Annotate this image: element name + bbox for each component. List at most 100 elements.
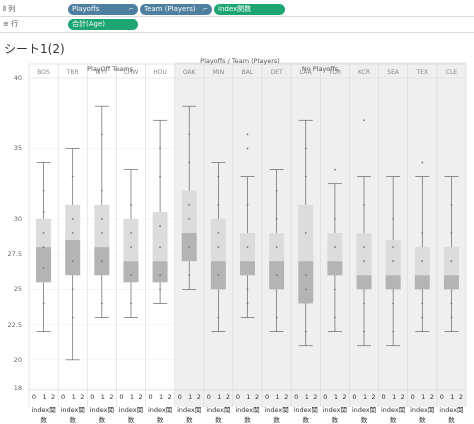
data-point <box>450 232 453 234</box>
data-point <box>159 147 162 150</box>
team-players-pill[interactable]: Team (Players) ⌐ <box>140 4 212 15</box>
x-tick-label: 2 <box>138 393 143 401</box>
x-tick-label: 1 <box>217 393 222 401</box>
y-tick-label: 18 <box>13 384 22 392</box>
team-header-tex: TEX <box>416 69 429 76</box>
box-lower-bal <box>240 261 255 276</box>
data-point <box>42 302 45 305</box>
box-upper-min <box>210 218 226 262</box>
x-tick-label: 2 <box>167 393 172 401</box>
x-tick-label: 0 <box>177 393 182 401</box>
x-tick-label: 1 <box>362 393 368 401</box>
data-point <box>304 288 307 291</box>
data-point <box>363 119 365 122</box>
data-point <box>188 246 191 248</box>
data-point <box>304 232 307 234</box>
data-point <box>421 316 424 319</box>
y-tick-label: 35 <box>13 144 22 153</box>
team-header-sea: SEA <box>387 69 400 76</box>
data-point <box>130 246 132 248</box>
data-point <box>188 161 191 164</box>
data-point <box>421 232 424 234</box>
x-tick-label: 0 <box>235 393 240 401</box>
data-point <box>334 218 336 220</box>
data-point <box>130 232 132 234</box>
x-axis-label: index関数 <box>147 406 173 424</box>
rows-shelf: ≡ 行 合計(Age) <box>0 18 474 32</box>
x-tick-label: 2 <box>225 393 230 401</box>
y-tick-label: 20 <box>13 355 22 364</box>
data-point <box>275 316 278 319</box>
x-tick-label: 0 <box>90 393 95 401</box>
box-lower-tbr <box>65 240 81 276</box>
data-point <box>188 218 191 220</box>
x-axis-label: index関数 <box>31 406 56 424</box>
team-header-hou: HOU <box>153 69 167 76</box>
data-point <box>334 316 336 319</box>
team-header-cle: CLE <box>445 69 458 76</box>
columns-shelf-label: ⫴ 列 <box>3 5 16 13</box>
data-point <box>71 316 74 319</box>
box-upper-tbr <box>65 204 81 241</box>
x-tick-label: 0 <box>439 393 444 401</box>
filter-icon: ⌐ <box>202 6 208 13</box>
data-point <box>42 210 45 213</box>
data-point <box>304 330 307 333</box>
x-axis-label: index関数 <box>118 406 144 424</box>
data-point <box>392 260 395 263</box>
x-tick-label: 0 <box>61 393 66 401</box>
x-tick-label: 0 <box>323 393 328 401</box>
x-axis-label: index関数 <box>293 406 318 424</box>
data-point <box>363 330 365 333</box>
data-point <box>130 203 132 206</box>
index-function-pill[interactable]: index関数 <box>214 4 285 15</box>
data-point <box>392 246 395 248</box>
data-point <box>392 330 395 333</box>
x-tick-label: 2 <box>80 393 85 401</box>
data-point <box>392 218 395 220</box>
y-tick-label: 30 <box>13 214 22 223</box>
x-tick-label: 1 <box>333 393 338 401</box>
x-tick-label: 2 <box>51 393 56 401</box>
box-upper-hou <box>152 211 168 262</box>
x-tick-label: 1 <box>246 393 251 401</box>
data-point <box>217 316 220 319</box>
data-point <box>217 274 220 277</box>
data-point <box>246 288 249 291</box>
x-axis-label: index関数 <box>410 406 435 424</box>
rows-icon: ≡ <box>3 20 9 28</box>
x-tick-label: 2 <box>313 393 318 401</box>
x-tick-label: 2 <box>196 393 201 401</box>
shelf-divider <box>0 32 474 33</box>
data-point <box>363 302 365 305</box>
header-group-playoff: PlayOff Teams <box>87 65 133 73</box>
rows-shelf-label: ≡ 行 <box>3 20 19 28</box>
x-axis-label: index関数 <box>206 406 231 424</box>
x-tick-label: 2 <box>254 393 260 401</box>
data-point <box>159 246 162 248</box>
data-point <box>130 274 132 277</box>
data-point <box>188 274 191 277</box>
columns-icon: ⫴ <box>3 5 6 13</box>
team-header-nyy: NYY <box>95 69 108 76</box>
data-point <box>130 302 132 305</box>
team-header-min: MIN <box>212 69 225 76</box>
x-tick-label: 2 <box>371 393 376 401</box>
x-axis-label: index関数 <box>264 406 289 424</box>
x-tick-label: 1 <box>42 393 47 401</box>
shelf-divider <box>0 16 474 17</box>
x-tick-label: 0 <box>148 393 153 401</box>
x-tick-label: 0 <box>119 393 124 401</box>
x-tick-label: 0 <box>31 393 37 401</box>
data-point <box>217 203 220 206</box>
x-tick-label: 0 <box>352 393 357 401</box>
data-point <box>159 288 162 291</box>
x-tick-label: 0 <box>206 393 211 401</box>
header-top: Playoffs / Team (Players) <box>200 57 280 65</box>
sum-age-pill[interactable]: 合計(Age) <box>68 19 138 30</box>
x-tick-label: 1 <box>100 393 105 401</box>
data-point <box>100 133 103 136</box>
team-header-chw: CHW <box>123 69 139 76</box>
playoffs-pill[interactable]: Playoffs ⌐ <box>68 4 138 15</box>
